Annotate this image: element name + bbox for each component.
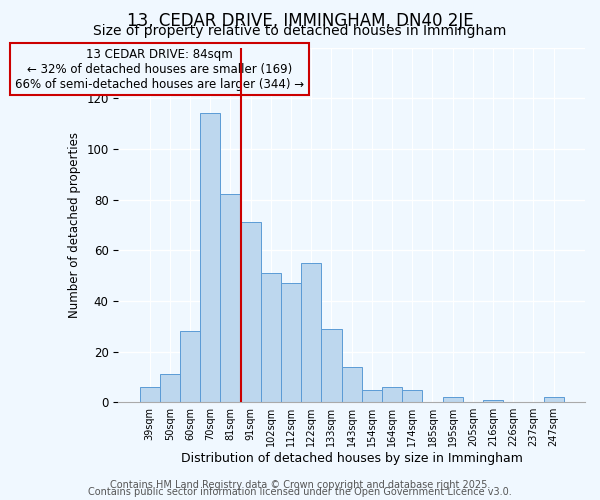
Bar bbox=[382, 387, 402, 402]
Bar bbox=[483, 400, 503, 402]
Bar bbox=[362, 390, 382, 402]
Bar bbox=[341, 366, 362, 402]
Text: Contains public sector information licensed under the Open Government Licence v3: Contains public sector information licen… bbox=[88, 487, 512, 497]
Bar bbox=[301, 263, 322, 402]
Bar bbox=[281, 283, 301, 402]
Bar bbox=[443, 397, 463, 402]
Bar bbox=[180, 332, 200, 402]
Bar bbox=[220, 194, 241, 402]
Bar bbox=[160, 374, 180, 402]
Bar bbox=[402, 390, 422, 402]
X-axis label: Distribution of detached houses by size in Immingham: Distribution of detached houses by size … bbox=[181, 452, 523, 465]
Text: Size of property relative to detached houses in Immingham: Size of property relative to detached ho… bbox=[94, 24, 506, 38]
Bar bbox=[241, 222, 261, 402]
Text: 13 CEDAR DRIVE: 84sqm
← 32% of detached houses are smaller (169)
66% of semi-det: 13 CEDAR DRIVE: 84sqm ← 32% of detached … bbox=[15, 48, 304, 90]
Text: Contains HM Land Registry data © Crown copyright and database right 2025.: Contains HM Land Registry data © Crown c… bbox=[110, 480, 490, 490]
Bar bbox=[200, 114, 220, 402]
Bar bbox=[322, 328, 341, 402]
Text: 13, CEDAR DRIVE, IMMINGHAM, DN40 2JE: 13, CEDAR DRIVE, IMMINGHAM, DN40 2JE bbox=[127, 12, 473, 30]
Y-axis label: Number of detached properties: Number of detached properties bbox=[68, 132, 80, 318]
Bar bbox=[544, 397, 564, 402]
Bar bbox=[140, 387, 160, 402]
Bar bbox=[261, 273, 281, 402]
